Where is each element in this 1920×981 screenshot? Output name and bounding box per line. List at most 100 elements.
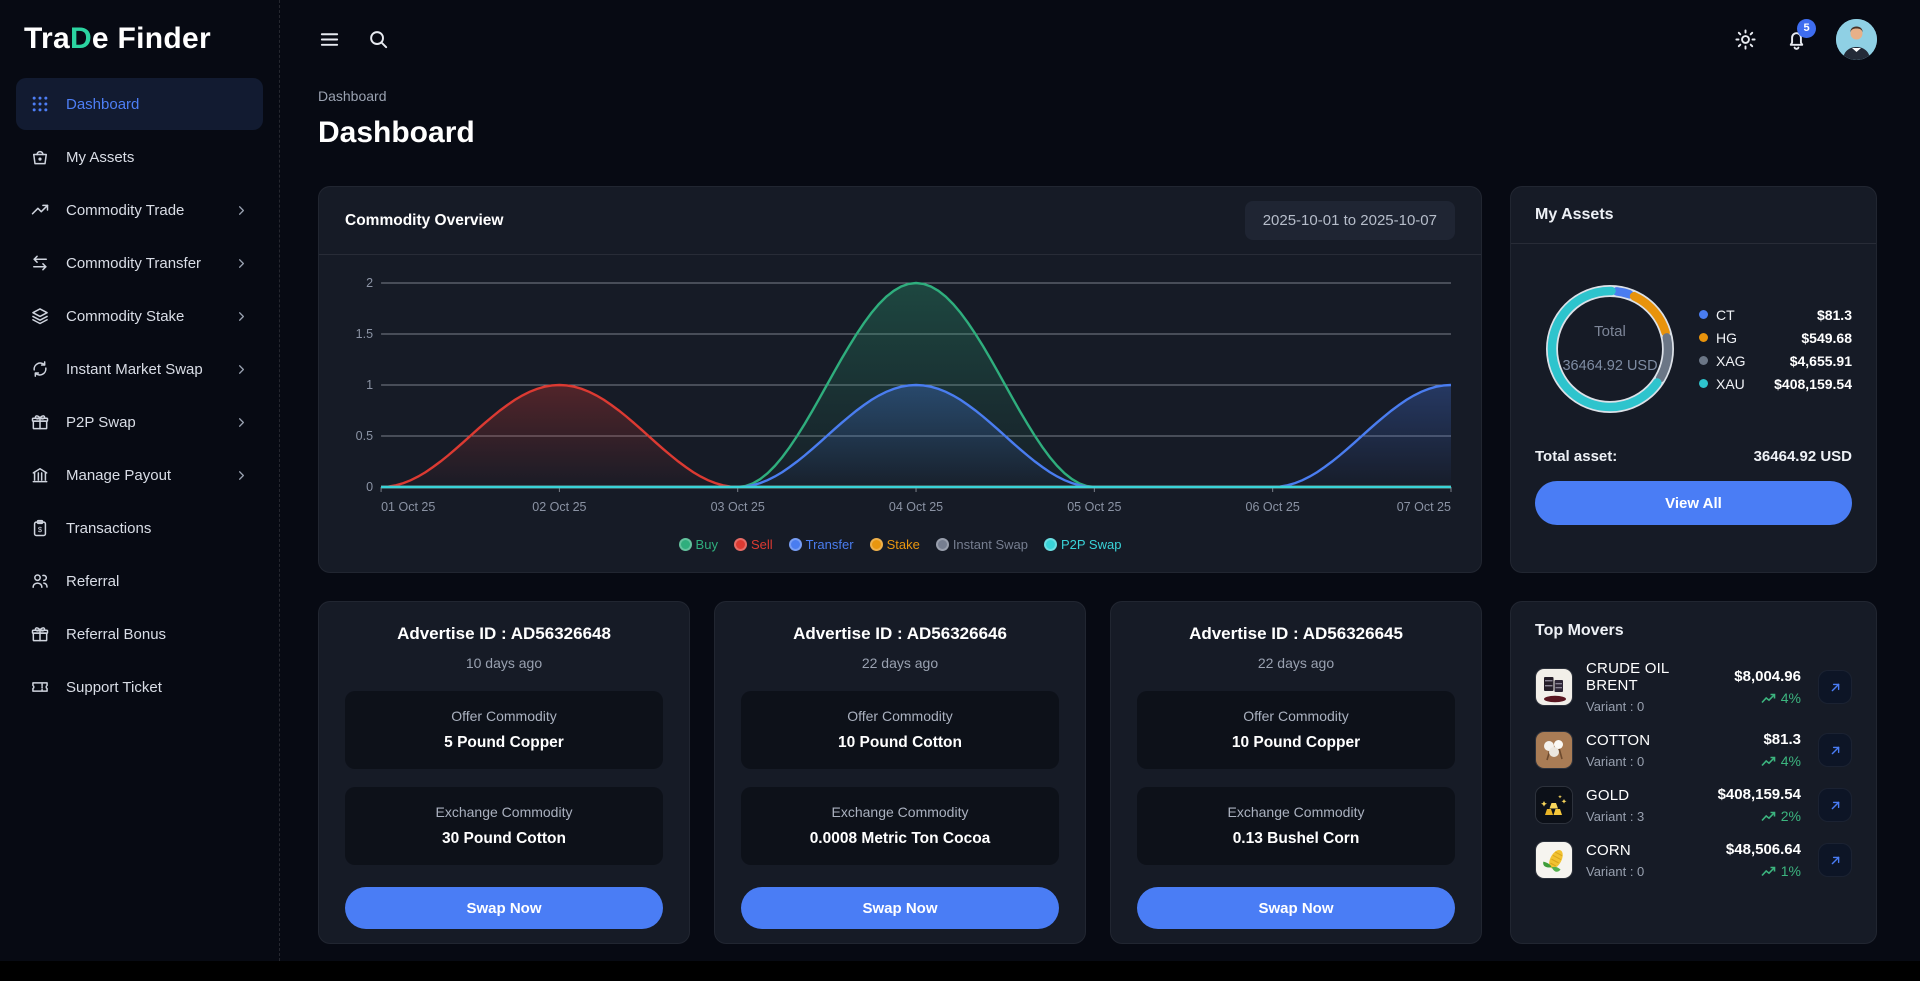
mover-open-button[interactable] xyxy=(1818,788,1852,822)
legend-label: Transfer xyxy=(805,537,854,552)
mover-name: COTTON xyxy=(1586,731,1651,749)
asset-legend-dot xyxy=(1699,310,1708,319)
breadcrumb[interactable]: Dashboard xyxy=(318,88,387,104)
my-assets-card: My Assets Total 36464.92 USD CT $81.3 HG $54… xyxy=(1510,186,1877,573)
bank-icon xyxy=(30,465,50,485)
legend-item-p2p-swap[interactable]: P2P Swap xyxy=(1043,537,1121,552)
asset-legend-row-ct: CT $81.3 xyxy=(1699,307,1852,323)
asset-code: XAG xyxy=(1716,352,1746,369)
top-movers-card: Top Movers CRUDE OIL BRENT Variant : 0 $… xyxy=(1510,601,1877,944)
offer-value: 10 Pound Copper xyxy=(1231,734,1361,751)
svg-text:1: 1 xyxy=(366,378,373,392)
sidebar-item-label: Manage Payout xyxy=(66,466,172,484)
basket-icon xyxy=(30,147,50,167)
brand-prefix: Tra xyxy=(24,22,70,55)
search-button[interactable] xyxy=(367,28,390,51)
exchange-value: 0.0008 Metric Ton Cocoa xyxy=(809,830,991,847)
exchange-commodity-box: Exchange Commodity 30 Pound Cotton xyxy=(345,787,663,865)
sidebar-item-label: Transactions xyxy=(66,519,152,537)
view-all-button[interactable]: View All xyxy=(1535,481,1852,525)
offer-label: Offer Commodity xyxy=(1243,708,1349,724)
sidebar-item-manage-payout[interactable]: Manage Payout xyxy=(16,449,263,501)
swap-now-button[interactable]: Swap Now xyxy=(741,887,1059,929)
trend-up-icon xyxy=(1761,693,1776,703)
chart-legend: Buy Sell Transfer Stake Instant Swap P2P Swap xyxy=(341,537,1459,552)
users-icon xyxy=(30,571,50,591)
asset-legend-dot xyxy=(1699,333,1708,342)
sidebar-item-referral[interactable]: Referral xyxy=(16,555,263,607)
asset-value: $4,655.91 xyxy=(1789,352,1852,369)
sidebar-item-transactions[interactable]: $ Transactions xyxy=(16,502,263,554)
legend-item-stake[interactable]: Stake xyxy=(869,537,920,552)
sidebar-item-label: Instant Market Swap xyxy=(66,360,203,378)
brand-stylized-d: D xyxy=(69,22,92,55)
sidebar-item-instant-market-swap[interactable]: Instant Market Swap xyxy=(16,343,263,395)
sidebar-item-referral-bonus[interactable]: Referral Bonus xyxy=(16,608,263,660)
swap-now-button[interactable]: Swap Now xyxy=(1137,887,1455,929)
chevron-right-icon xyxy=(234,362,249,377)
date-range-picker[interactable]: 2025-10-01 to 2025-10-07 xyxy=(1244,201,1455,240)
asset-legend-row-xag: XAG $4,655.91 xyxy=(1699,353,1852,369)
sidebar-item-support-ticket[interactable]: Support Ticket xyxy=(16,661,263,713)
mover-open-button[interactable] xyxy=(1818,843,1852,877)
legend-dot xyxy=(1043,538,1057,551)
sidebar-item-commodity-trade[interactable]: Commodity Trade xyxy=(16,184,263,236)
sidebar-item-label: Commodity Trade xyxy=(66,201,185,219)
asset-value: $81.3 xyxy=(1816,306,1852,323)
theme-toggle-sun-icon[interactable] xyxy=(1734,28,1757,51)
sidebar-item-label: Referral Bonus xyxy=(66,625,167,643)
svg-text:0.5: 0.5 xyxy=(356,429,373,443)
svg-text:04 Oct 25: 04 Oct 25 xyxy=(889,500,943,514)
advertise-card-1: Advertise ID : AD56326648 10 days ago Of… xyxy=(318,601,690,944)
advertise-id: Advertise ID : AD56326648 xyxy=(397,624,611,643)
chevron-right-icon xyxy=(234,203,249,218)
mover-open-button[interactable] xyxy=(1818,733,1852,767)
advertise-card-3: Advertise ID : AD56326645 22 days ago Of… xyxy=(1110,601,1482,944)
legend-item-instant-swap[interactable]: Instant Swap xyxy=(935,537,1028,552)
trend-up-icon xyxy=(1761,866,1776,876)
exchange-commodity-box: Exchange Commodity 0.0008 Metric Ton Coc… xyxy=(741,787,1059,865)
svg-text:1.5: 1.5 xyxy=(356,327,373,341)
legend-item-transfer[interactable]: Transfer xyxy=(788,537,854,552)
hamburger-menu-button[interactable] xyxy=(318,28,341,51)
offer-value: 5 Pound Copper xyxy=(444,734,564,751)
user-avatar[interactable] xyxy=(1836,18,1877,60)
sidebar-item-commodity-transfer[interactable]: Commodity Transfer xyxy=(16,237,263,289)
legend-label: Stake xyxy=(886,537,920,552)
asset-legend-dot xyxy=(1699,379,1708,388)
mover-name: GOLD xyxy=(1586,786,1630,804)
asset-legend-dot xyxy=(1699,356,1708,365)
asset-code: HG xyxy=(1716,329,1737,346)
sidebar-item-commodity-stake[interactable]: Commodity Stake xyxy=(16,290,263,342)
exchange-label: Exchange Commodity xyxy=(1227,804,1365,820)
mover-price: $8,004.96 xyxy=(1734,668,1801,685)
commodity-overview-chart: 0 0.5 1 1.5 2 01 Oct 25 02 Oct 25 03 Oct 25 04 O… xyxy=(356,276,1452,514)
mover-open-button[interactable] xyxy=(1818,670,1852,704)
sidebar-item-p2p-swap[interactable]: P2P Swap xyxy=(16,396,263,448)
advertise-age: 10 days ago xyxy=(465,655,543,671)
legend-dot xyxy=(678,538,692,551)
brand-suffix: e Finder xyxy=(91,22,211,55)
mover-name: CORN xyxy=(1586,841,1631,859)
advertise-id: Advertise ID : AD56326646 xyxy=(793,624,1007,643)
sidebar-item-label: Commodity Stake xyxy=(66,307,185,325)
swap-now-button[interactable]: Swap Now xyxy=(345,887,663,929)
assets-legend: CT $81.3 HG $549.68 XAG $4,655.91 XAU $408,159.… xyxy=(1699,300,1852,399)
legend-item-sell[interactable]: Sell xyxy=(733,537,773,552)
layers-icon xyxy=(30,306,50,326)
exchange-value: 0.13 Bushel Corn xyxy=(1232,830,1360,847)
sidebar-item-dashboard[interactable]: Dashboard xyxy=(16,78,263,130)
legend-item-buy[interactable]: Buy xyxy=(678,537,718,552)
corn-thumbnail xyxy=(1535,841,1573,879)
legend-dot xyxy=(869,538,883,551)
swap-refresh-icon xyxy=(30,359,50,379)
main-content: 5 Dashboard Dashboard Commodity Overview… xyxy=(280,0,1920,961)
sidebar-item-label: Commodity Transfer xyxy=(66,254,202,272)
offer-label: Offer Commodity xyxy=(847,708,953,724)
page-title: Dashboard xyxy=(318,116,475,149)
sidebar-item-my-assets[interactable]: My Assets xyxy=(16,131,263,183)
svg-text:36464.92 USD: 36464.92 USD xyxy=(1562,358,1657,374)
asset-value: $549.68 xyxy=(1801,329,1852,346)
